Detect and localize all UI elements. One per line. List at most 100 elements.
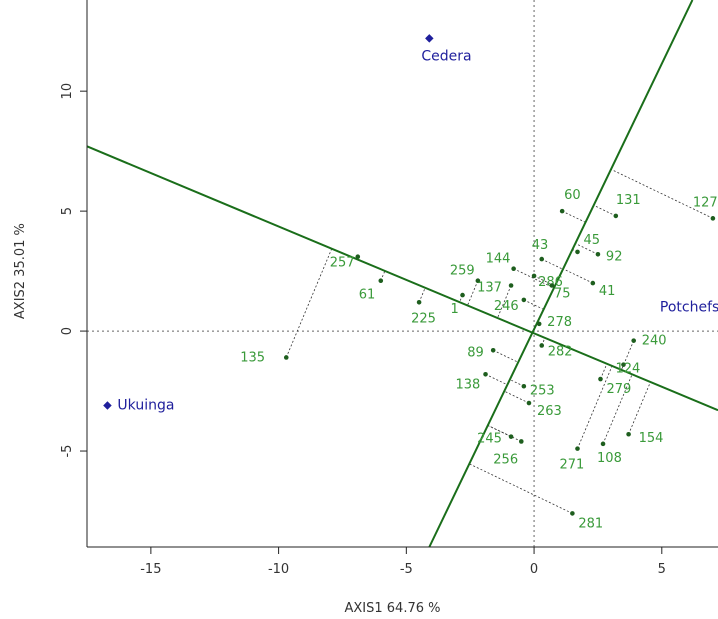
genotype-point — [283, 355, 289, 360]
genotype-label: 253 — [530, 383, 555, 398]
reference-lines — [87, 0, 718, 547]
x-tick-label: -10 — [268, 562, 289, 577]
genotype-label: 60 — [564, 188, 581, 203]
genotype-point — [590, 280, 596, 286]
genotype-point — [490, 347, 496, 353]
x-tick-label: -15 — [140, 562, 161, 577]
genotype-point — [526, 400, 532, 406]
genotype-point — [539, 343, 545, 348]
environment-label: Ukuinga — [117, 397, 174, 413]
genotype-label: 256 — [493, 452, 518, 467]
environment-point — [103, 401, 112, 410]
projection-line — [577, 365, 613, 449]
y-tick-label: 5 — [60, 207, 75, 215]
genotype-point — [631, 338, 636, 343]
genotype-label: 45 — [583, 233, 600, 248]
projection-line — [493, 349, 519, 363]
projection-line — [600, 363, 608, 380]
projection-line — [418, 287, 426, 303]
projection-line — [467, 280, 479, 306]
genotype-label: 127 — [693, 195, 718, 210]
y-tick-label: -5 — [60, 445, 75, 458]
y-tick-label: 10 — [60, 83, 75, 100]
genotype-point — [416, 299, 422, 305]
x-tick-label: 5 — [658, 562, 666, 577]
genotype-label: 245 — [477, 432, 502, 447]
projection-line — [509, 379, 525, 387]
environment-points: Cedera Ukuinga Potchefstroom — [103, 34, 718, 413]
genotype-label: 135 — [240, 350, 265, 365]
projection-line — [575, 243, 599, 255]
projection-line — [469, 463, 573, 514]
x-tick-label: -5 — [400, 562, 413, 577]
genotype-point — [355, 254, 361, 260]
genotype-label: 124 — [615, 362, 640, 377]
genotype-point — [475, 278, 481, 283]
genotype-label: 281 — [578, 516, 603, 531]
genotype-point — [518, 439, 524, 444]
environment-vector-line-1 — [86, 145, 718, 412]
projection-line — [628, 381, 651, 435]
projection-line — [610, 168, 714, 219]
genotype-point — [508, 283, 514, 288]
genotype-label: 246 — [494, 299, 519, 314]
environment-point — [425, 34, 434, 43]
environment-label: Potchefstroom — [660, 299, 718, 315]
x-tick-label: 0 — [530, 562, 538, 577]
genotype-label: 154 — [639, 431, 664, 446]
genotype-label: 144 — [486, 252, 511, 267]
environment-vector-line-2 — [428, 0, 694, 548]
x-axis-title: AXIS1 64.76 % — [345, 601, 441, 616]
y-tick-label: 0 — [60, 327, 75, 335]
genotype-point — [595, 252, 601, 257]
environment-label: Cedera — [421, 48, 471, 64]
genotype-point — [521, 383, 527, 389]
genotype-label: 61 — [359, 288, 376, 303]
genotype-point — [460, 292, 465, 298]
projection-line — [497, 285, 512, 319]
projection-line — [621, 340, 635, 371]
genotype-label: 108 — [597, 451, 622, 466]
genotype-label: 286 — [538, 275, 563, 290]
genotype-label: 279 — [606, 382, 631, 397]
projection-line — [541, 258, 564, 270]
genotype-point — [575, 249, 580, 255]
projection-line — [602, 374, 633, 444]
genotype-label: 259 — [450, 264, 475, 279]
projection-line — [562, 268, 593, 284]
genotype-label: 257 — [330, 256, 355, 271]
genotype-point — [539, 256, 545, 262]
genotype-point — [626, 431, 631, 437]
genotype-point — [536, 321, 542, 327]
genotype-point — [531, 273, 537, 279]
genotype-label: 75 — [554, 286, 571, 301]
genotype-point — [570, 511, 575, 516]
genotype-point — [378, 278, 384, 283]
genotype-point — [621, 362, 626, 367]
genotype-label: 225 — [411, 311, 436, 326]
genotype-point — [613, 213, 619, 219]
genotype-label: 43 — [532, 238, 549, 253]
genotype-label: 282 — [548, 344, 573, 359]
genotype-point — [575, 446, 580, 451]
genotype-label: 131 — [616, 193, 641, 208]
genotype-label: 138 — [456, 377, 481, 392]
projection-line — [513, 268, 555, 289]
genotype-label: 92 — [606, 249, 623, 264]
genotype-point — [600, 441, 606, 447]
genotype-label: 89 — [467, 345, 484, 360]
genotype-point — [549, 283, 555, 288]
genotype-label: 263 — [537, 404, 562, 419]
projection-line — [593, 204, 616, 217]
projection-line — [285, 248, 333, 358]
environment-vectors — [86, 0, 718, 548]
genotype-point — [483, 371, 488, 377]
genotype-label: 1 — [451, 302, 459, 317]
genotype-label: 41 — [599, 284, 616, 299]
genotype-points: 60 131 127 45 43 92 144 286 259 75 41 137 246 257 61 22… — [240, 188, 717, 531]
genotype-point — [559, 208, 565, 214]
axes: -15 -10 -5 0 5 -5 0 5 10 — [60, 0, 718, 577]
genotype-point — [511, 266, 516, 272]
